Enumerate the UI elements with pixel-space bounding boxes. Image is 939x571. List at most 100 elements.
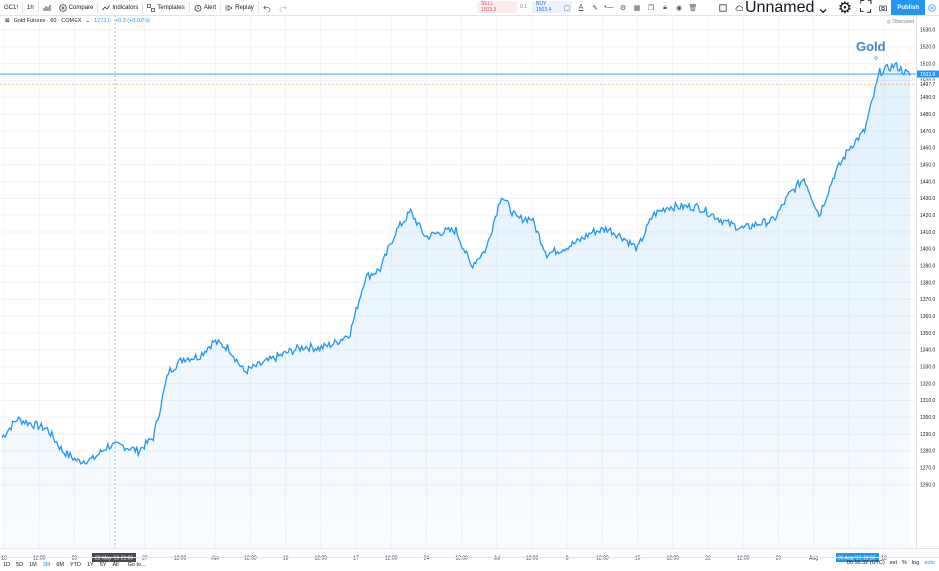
- legend-change: +0.3 (+0.02%): [114, 18, 150, 24]
- bottom-bar: 1D 5D 1M 3M 6M YTD 1Y 5Y All Go to...: [0, 557, 939, 571]
- price-tick-label: 1330.0: [920, 365, 936, 371]
- text-color-icon[interactable]: A: [578, 4, 584, 11]
- toolbar-divider: [188, 2, 190, 13]
- time-tick-label: 24: [424, 556, 430, 562]
- toolbar-divider: [220, 2, 222, 13]
- templates-button[interactable]: Templates: [143, 0, 188, 15]
- price-tick-label: 1340.0: [920, 348, 936, 354]
- time-tick-label: 12:00: [174, 556, 187, 562]
- secondary-price-badge-label: 1497.7: [920, 82, 936, 88]
- replay-icon: [225, 4, 233, 11]
- add-widget-button[interactable]: [925, 0, 939, 15]
- replay-button[interactable]: Replay: [221, 0, 258, 15]
- line-width-icon[interactable]: •—: [604, 4, 614, 11]
- annotation-anchor-icon[interactable]: [874, 56, 878, 60]
- time-tick-label: 12:00: [244, 556, 257, 562]
- range-buttons: 1D 5D 1M 3M 6M YTD 1Y 5Y All: [0, 562, 122, 568]
- price-tick-label: 1450.0: [920, 162, 936, 168]
- price-tick-label: 1480.0: [920, 112, 936, 118]
- series-line-gold-futures[interactable]: [1, 61, 911, 465]
- sell-button[interactable]: SELL 1503.3: [477, 1, 517, 13]
- publish-button[interactable]: Publish: [891, 0, 925, 15]
- range-button-6m[interactable]: 6M: [56, 561, 64, 568]
- pen-icon[interactable]: ✎: [592, 4, 598, 12]
- redo-button[interactable]: [275, 0, 291, 15]
- time-tick-label: 12:00: [315, 556, 328, 562]
- obscured-label: Obscured: [892, 19, 914, 25]
- symbol-label: GC1!: [4, 4, 19, 11]
- cloud-icon: [735, 5, 743, 11]
- top-toolbar: GC1! 1h Compare Indicators Templates Ale…: [0, 0, 939, 16]
- time-tick-label: 12:00: [526, 556, 539, 562]
- log-toggle[interactable]: log: [911, 560, 920, 566]
- indicators-button[interactable]: Indicators: [98, 0, 142, 15]
- trash-icon[interactable]: 🗑︎: [688, 4, 698, 12]
- chart-settings-button[interactable]: ⚙: [834, 0, 856, 17]
- symbol-search[interactable]: GC1!: [0, 0, 22, 15]
- snapshot-button[interactable]: [875, 0, 891, 15]
- interval-button[interactable]: 1h: [23, 0, 38, 15]
- fullscreen-button[interactable]: ⛶: [856, 0, 875, 16]
- price-tick-label: 1460.0: [920, 146, 936, 152]
- collapse-legend-icon[interactable]: ⊠: [5, 18, 10, 24]
- visibility-grid-icon[interactable]: ▦: [633, 4, 641, 12]
- price-tick-label: 1390.0: [920, 263, 936, 269]
- price-tick-label: 1400.0: [920, 247, 936, 253]
- chart-pane[interactable]: [0, 15, 916, 549]
- save-layout-button[interactable]: Unnamed ⌄: [731, 0, 834, 17]
- range-button-1y[interactable]: 1Y: [86, 561, 94, 568]
- legend-dropdown-icon[interactable]: ⌄: [85, 18, 91, 24]
- price-tick-label: 1350.0: [920, 331, 936, 337]
- alarm-clock-icon: [194, 4, 202, 12]
- range-button-5y[interactable]: 5Y: [99, 561, 107, 568]
- gold-annotation[interactable]: Gold: [856, 39, 886, 54]
- range-button-1m[interactable]: 1M: [29, 561, 37, 568]
- price-tick-label: 1470.0: [920, 129, 936, 135]
- utc-clock[interactable]: 06:56:32 (UTC): [846, 560, 885, 566]
- interval-label: 1h: [27, 4, 34, 11]
- price-scale[interactable]: 1260.0 1270.0 1280.0 1290.0 1300.0 1310.0 1320…: [916, 15, 939, 548]
- compare-button[interactable]: Compare: [55, 0, 98, 15]
- toolbar-divider: [22, 2, 24, 13]
- last-bar-date-badge-label: 06 Aug '19 18:00: [838, 556, 876, 562]
- settings-gear-icon[interactable]: ⚙: [619, 4, 627, 12]
- layout-name: Unnamed: [745, 0, 815, 16]
- range-button-ytd[interactable]: YTD: [69, 561, 81, 568]
- templates-label: Templates: [157, 4, 185, 11]
- lock-icon[interactable]: 🔒︎: [663, 3, 667, 11]
- compare-label: Compare: [68, 4, 94, 11]
- rectangle-icon[interactable]: ▢: [563, 4, 571, 12]
- range-button-1d[interactable]: 1D: [3, 561, 11, 568]
- layout-button[interactable]: [715, 0, 731, 15]
- eye-off-icon: ◎: [886, 19, 891, 25]
- buy-label: BUY: [536, 1, 547, 7]
- chart-style-button[interactable]: [39, 0, 55, 15]
- percent-toggle[interactable]: %: [902, 560, 907, 566]
- price-tick-label: 1490.0: [920, 95, 936, 101]
- undo-button[interactable]: [259, 0, 275, 15]
- time-tick-label: 8: [566, 556, 569, 562]
- clone-icon[interactable]: ❐: [647, 4, 655, 12]
- range-button-5d[interactable]: 5D: [16, 561, 24, 568]
- crosshair-time-badge-label: 22 May '19 21:00: [95, 556, 133, 562]
- redo-icon: [279, 5, 287, 12]
- time-tick-label: 12:00: [455, 556, 468, 562]
- price-tick-label: 1360.0: [920, 314, 936, 320]
- range-button-3m[interactable]: 3M: [42, 561, 51, 568]
- price-tick-label: 1320.0: [920, 381, 936, 387]
- goto-button[interactable]: Go to...: [127, 561, 146, 568]
- plus-circle-icon: [59, 3, 67, 12]
- price-tick-label: 1370.0: [920, 297, 936, 303]
- price-chart[interactable]: [0, 15, 916, 549]
- auto-toggle[interactable]: auto: [924, 560, 935, 566]
- eye-icon[interactable]: ◉: [675, 4, 683, 12]
- bars-icon: [43, 4, 51, 11]
- templates-icon: [147, 3, 156, 12]
- alert-button[interactable]: Alert: [190, 0, 220, 15]
- buy-button[interactable]: BUY 1503.4: [532, 1, 572, 13]
- time-tick-label: 10: [283, 556, 289, 562]
- ext-toggle[interactable]: ext: [889, 560, 898, 566]
- secondary-price-badge: [917, 80, 939, 88]
- range-button-all[interactable]: All: [112, 561, 119, 568]
- price-scale-svg: 1260.0 1270.0 1280.0 1290.0 1300.0 1310.0 1320…: [917, 28, 939, 488]
